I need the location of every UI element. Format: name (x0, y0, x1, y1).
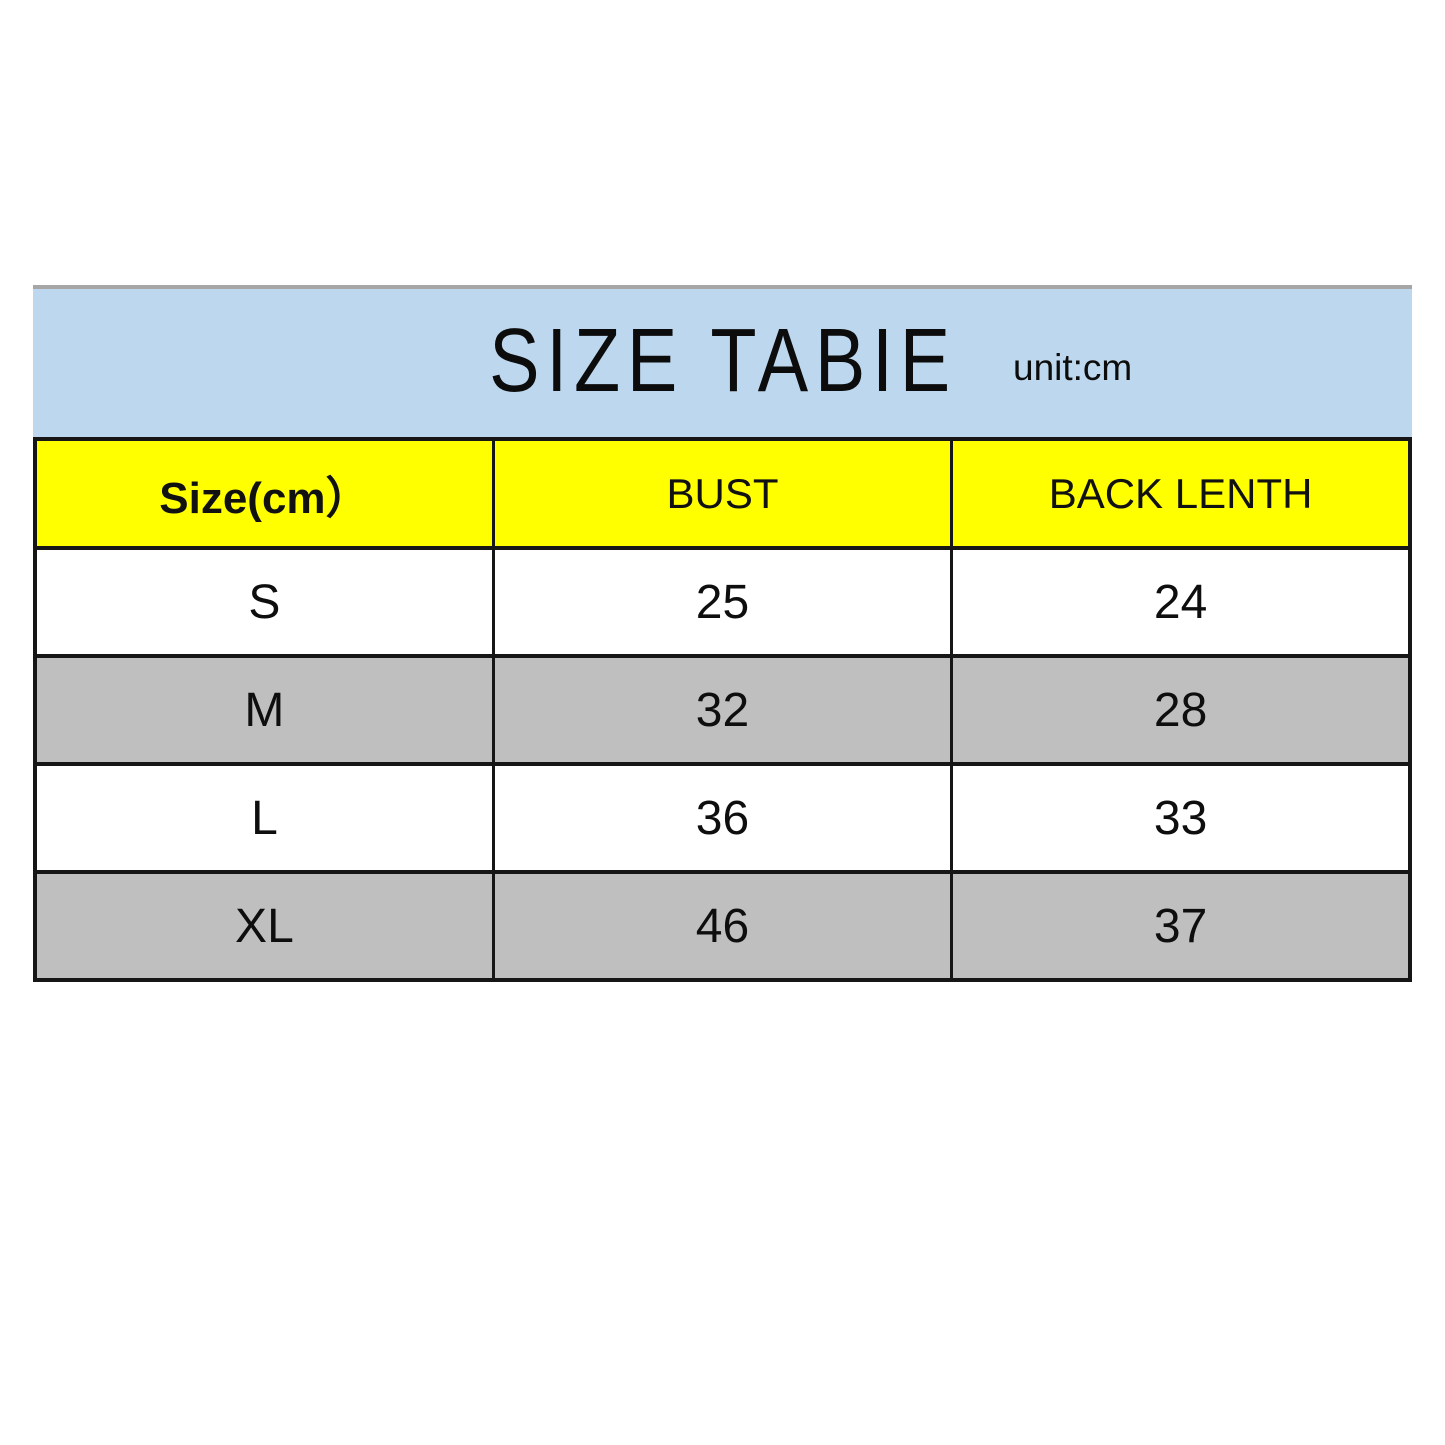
cell-back-length: 37 (950, 870, 1412, 982)
cell-size: M (33, 654, 495, 766)
title-band: SIZE TABIE unit:cm (33, 289, 1412, 437)
unit-label: unit:cm (1013, 346, 1133, 388)
table-row-m: M 32 28 (33, 654, 1412, 766)
chart-title: SIZE TABIE (488, 311, 957, 412)
table-row-l: L 36 33 (33, 762, 1412, 874)
cell-size: S (33, 546, 495, 658)
cell-back-length: 33 (950, 762, 1412, 874)
column-header-back-length: BACK LENTH (950, 437, 1412, 550)
size-chart: SIZE TABIE unit:cm Size(cm） BUST BACK LE… (33, 285, 1412, 982)
cell-size: XL (33, 870, 495, 982)
cell-bust: 46 (491, 870, 954, 982)
top-strip-divider (33, 285, 1412, 289)
table-row-s: S 25 24 (33, 546, 1412, 658)
cell-back-length: 28 (950, 654, 1412, 766)
cell-bust: 32 (491, 654, 954, 766)
column-header-size: Size(cm） (33, 437, 495, 550)
chart-title-wrap: SIZE TABIE (444, 316, 1001, 406)
cell-back-length: 24 (950, 546, 1412, 658)
table-row-xl: XL 46 37 (33, 870, 1412, 982)
column-header-bust: BUST (491, 437, 954, 550)
size-table: Size(cm） BUST BACK LENTH S 25 24 M 32 28… (33, 437, 1412, 982)
cell-size: L (33, 762, 495, 874)
table-header-row: Size(cm） BUST BACK LENTH (33, 437, 1412, 550)
cell-bust: 25 (491, 546, 954, 658)
cell-bust: 36 (491, 762, 954, 874)
